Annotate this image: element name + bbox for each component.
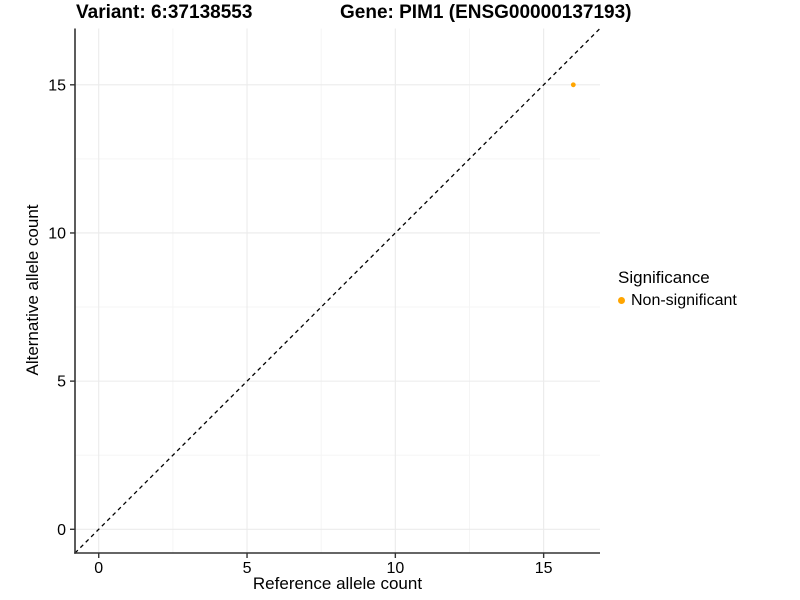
y-tick-label: 5 [57, 374, 66, 391]
x-axis-title: Reference allele count [252, 574, 423, 593]
legend: Significance Non-significant [618, 268, 737, 310]
identity-dashed-line [74, 28, 601, 554]
y-tick-label: 0 [57, 522, 66, 539]
plot-title-gene: Gene: PIM1 (ENSG00000137193) [340, 2, 632, 23]
legend-title: Significance [618, 268, 710, 287]
data-point [570, 82, 576, 88]
legend-item: Non-significant [618, 291, 737, 310]
legend-point-icon [618, 297, 625, 304]
y-tick-label: 10 [48, 225, 66, 242]
y-axis-title: Alternative allele count [23, 204, 42, 376]
x-tick-label: 5 [243, 560, 252, 577]
plot-title-variant: Variant: 6:37138553 [76, 2, 253, 23]
legend-item-label: Non-significant [631, 292, 737, 309]
x-tick-label: 10 [386, 560, 404, 577]
x-tick-label: 0 [94, 560, 103, 577]
x-tick-label: 15 [535, 560, 553, 577]
y-tick-label: 15 [48, 77, 66, 94]
